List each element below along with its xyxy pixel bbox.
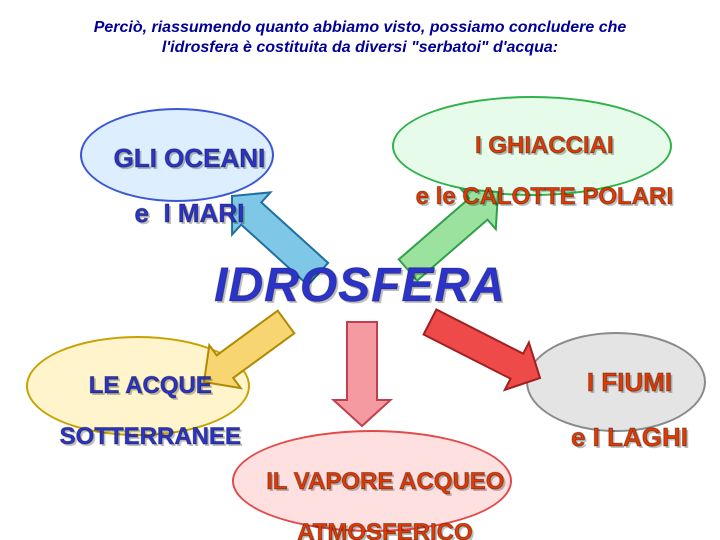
label-rivers-line2: e I LAGHI [571,422,688,452]
arrow-vapor [334,322,391,426]
label-groundwater-line1: LE ACQUE [89,372,212,399]
label-oceans-line2: e I MARI [135,198,245,228]
label-groundwater-line2: SOTTERRANEE [60,423,241,450]
center-title: IDROSFERA [0,258,720,313]
diagram-stage: Perciò, riassumendo quanto abbiamo visto… [0,0,720,540]
label-oceans-line1: GLI OCEANI [114,143,266,173]
label-glaciers-line2: e le CALOTTE POLARI [416,183,673,210]
label-oceans: GLI OCEANI e I MARI [60,118,290,254]
label-vapor-line2: ATMOSFERICO [297,519,473,540]
label-glaciers-line1: I GHIACCIAI [475,132,614,159]
label-glaciers: I GHIACCIAI e le CALOTTE POLARI [376,108,686,234]
label-vapor-line1: IL VAPORE ACQUEO [266,468,504,495]
center-title-text: IDROSFERA [214,259,506,312]
label-vapor: IL VAPORE ACQUEO ATMOSFERICO [218,444,526,540]
label-rivers-line1: I FIUMI [587,367,672,397]
label-rivers: I FIUMI e I LAGHI [510,342,720,478]
